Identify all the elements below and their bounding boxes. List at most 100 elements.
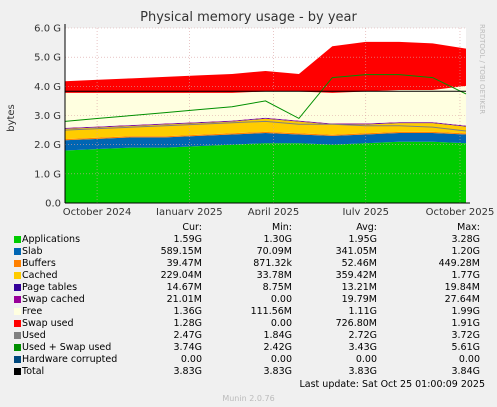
legend-value-max: 5.61G — [451, 342, 480, 353]
legend-swatch — [14, 320, 21, 327]
rrdtool-watermark: RRDTOOL / TOBI OETIKER — [478, 24, 486, 114]
legend-value-min: 33.78M — [256, 270, 292, 281]
legend-value-max: 3.28G — [451, 234, 480, 245]
legend-series-name: Swap cached — [22, 294, 85, 305]
legend-value-avg: 359.42M — [335, 270, 377, 281]
legend-value-min: 1.84G — [263, 330, 292, 341]
legend-row: Total 3.83G 3.83G 3.83G 3.84G — [12, 366, 492, 378]
legend-value-max: 19.84M — [444, 282, 480, 293]
legend-value-min: 8.75M — [262, 282, 292, 293]
chart-title: Physical memory usage - by year — [140, 10, 357, 25]
legend-value-avg: 3.83G — [348, 366, 377, 377]
y-axis-ticks: 0.0 1.0 G 2.0 G 3.0 G 4.0 G 5.0 G 6.0 G — [34, 24, 61, 210]
used-swap-line — [64, 74, 467, 122]
legend-swatch — [14, 344, 21, 351]
area-cached — [65, 118, 466, 140]
y-tick-label: 3.0 G — [34, 111, 61, 122]
y-tick-label: 0.0 — [45, 199, 61, 210]
legend-value-min: 111.56M — [250, 306, 292, 317]
legend-value-avg: 3.43G — [348, 342, 377, 353]
header-min: Min: — [271, 222, 292, 233]
x-tick-label: October 2025 — [426, 207, 495, 215]
legend-value-avg: 1.11G — [348, 306, 377, 317]
legend-value-cur: 0.00 — [180, 354, 202, 365]
legend-row: Cached 229.04M 33.78M 359.42M 1.77G — [12, 270, 492, 282]
legend-value-max: 0.00 — [458, 354, 480, 365]
legend-value-cur: 3.74G — [173, 342, 202, 353]
legend-value-max: 1.77G — [451, 270, 480, 281]
legend-value-cur: 589.15M — [160, 246, 202, 257]
legend-series-name: Cached — [22, 270, 58, 281]
legend-row: Applications 1.59G 1.30G 1.95G 3.28G — [12, 234, 492, 246]
legend-value-avg: 19.79M — [341, 294, 377, 305]
legend-value-max: 1.20G — [451, 246, 480, 257]
x-tick-label: January 2025 — [155, 207, 223, 215]
legend-value-min: 2.42G — [263, 342, 292, 353]
legend-series-name: Total — [22, 366, 45, 377]
legend-series-name: Used — [22, 330, 46, 341]
series-lines — [64, 24, 470, 204]
area-swap-used — [65, 41, 466, 93]
memory-chart: 0.0 1.0 G 2.0 G 3.0 G 4.0 G 5.0 G 6.0 G Octobe… — [6, 24, 495, 216]
legend-value-max: 27.64M — [444, 294, 480, 305]
legend-value-cur: 3.83G — [173, 366, 202, 377]
used-line — [64, 120, 467, 132]
legend-value-cur: 1.59G — [173, 234, 202, 245]
header-max: Max: — [457, 222, 480, 233]
header-avg: Avg: — [356, 222, 377, 233]
legend-row: Swap used 1.28G 0.00 726.80M 1.91G — [12, 318, 492, 330]
legend-series-name: Buffers — [22, 258, 56, 269]
legend-value-avg: 13.21M — [341, 282, 377, 293]
legend-series-name: Used + Swap used — [22, 342, 112, 353]
y-tick-label: 5.0 G — [34, 53, 61, 64]
legend-series-name: Page tables — [22, 282, 78, 293]
area-page-tables — [65, 118, 466, 129]
legend-value-cur: 1.36G — [173, 306, 202, 317]
legend-value-cur: 14.67M — [166, 282, 202, 293]
legend-value-max: 1.99G — [451, 306, 480, 317]
last-update: Last update: Sat Oct 25 01:00:09 2025 — [299, 379, 485, 390]
legend-row: Buffers 39.47M 871.32k 52.46M 449.28M — [12, 258, 492, 270]
area-applications — [65, 141, 466, 203]
legend-swatch — [14, 236, 21, 243]
legend-row: Used + Swap used 3.74G 2.42G 3.43G 5.61G — [12, 342, 492, 354]
legend-value-min: 0.00 — [270, 354, 292, 365]
y-tick-label: 6.0 G — [34, 24, 61, 35]
x-tick-label: July 2025 — [341, 207, 389, 215]
y-axis-label: bytes — [6, 104, 17, 132]
legend-swatch — [14, 368, 21, 375]
legend-swatch — [14, 272, 21, 279]
legend-swatch — [14, 356, 21, 363]
legend-value-min: 3.83G — [263, 366, 292, 377]
area-free — [65, 85, 466, 128]
legend-value-min: 0.00 — [270, 318, 292, 329]
legend-row: Hardware corrupted 0.00 0.00 0.00 0.00 — [12, 354, 492, 366]
legend-value-max: 1.91G — [451, 318, 480, 329]
watermark-text: RRDTOOL / TOBI OETIKER — [478, 24, 486, 114]
legend-swatch — [14, 308, 21, 315]
legend-swatch — [14, 332, 21, 339]
legend-value-avg: 341.05M — [335, 246, 377, 257]
legend-value-cur: 229.04M — [160, 270, 202, 281]
legend-value-avg: 52.46M — [341, 258, 377, 269]
legend-swatch — [14, 260, 21, 267]
area-swap-cached — [65, 117, 466, 129]
legend-value-min: 0.00 — [270, 294, 292, 305]
legend-row: Slab 589.15M 70.09M 341.05M 1.20G — [12, 246, 492, 258]
legend-swatch — [14, 284, 21, 291]
legend-series-name: Slab — [22, 246, 43, 257]
legend-value-cur: 1.28G — [173, 318, 202, 329]
legend-value-max: 3.72G — [451, 330, 480, 341]
legend-series-name: Hardware corrupted — [22, 354, 118, 365]
legend-swatch — [14, 296, 21, 303]
legend-value-avg: 2.72G — [348, 330, 377, 341]
legend-series-name: Applications — [22, 234, 81, 245]
x-tick-label: April 2025 — [248, 207, 299, 215]
legend-value-max: 3.84G — [451, 366, 480, 377]
header-cur: Cur: — [182, 222, 202, 233]
legend-row: Page tables 14.67M 8.75M 13.21M 19.84M — [12, 282, 492, 294]
y-tick-label: 1.0 G — [34, 169, 61, 180]
y-tick-label: 2.0 G — [34, 140, 61, 151]
legend-value-min: 70.09M — [256, 246, 292, 257]
legend-value-avg: 0.00 — [355, 354, 377, 365]
